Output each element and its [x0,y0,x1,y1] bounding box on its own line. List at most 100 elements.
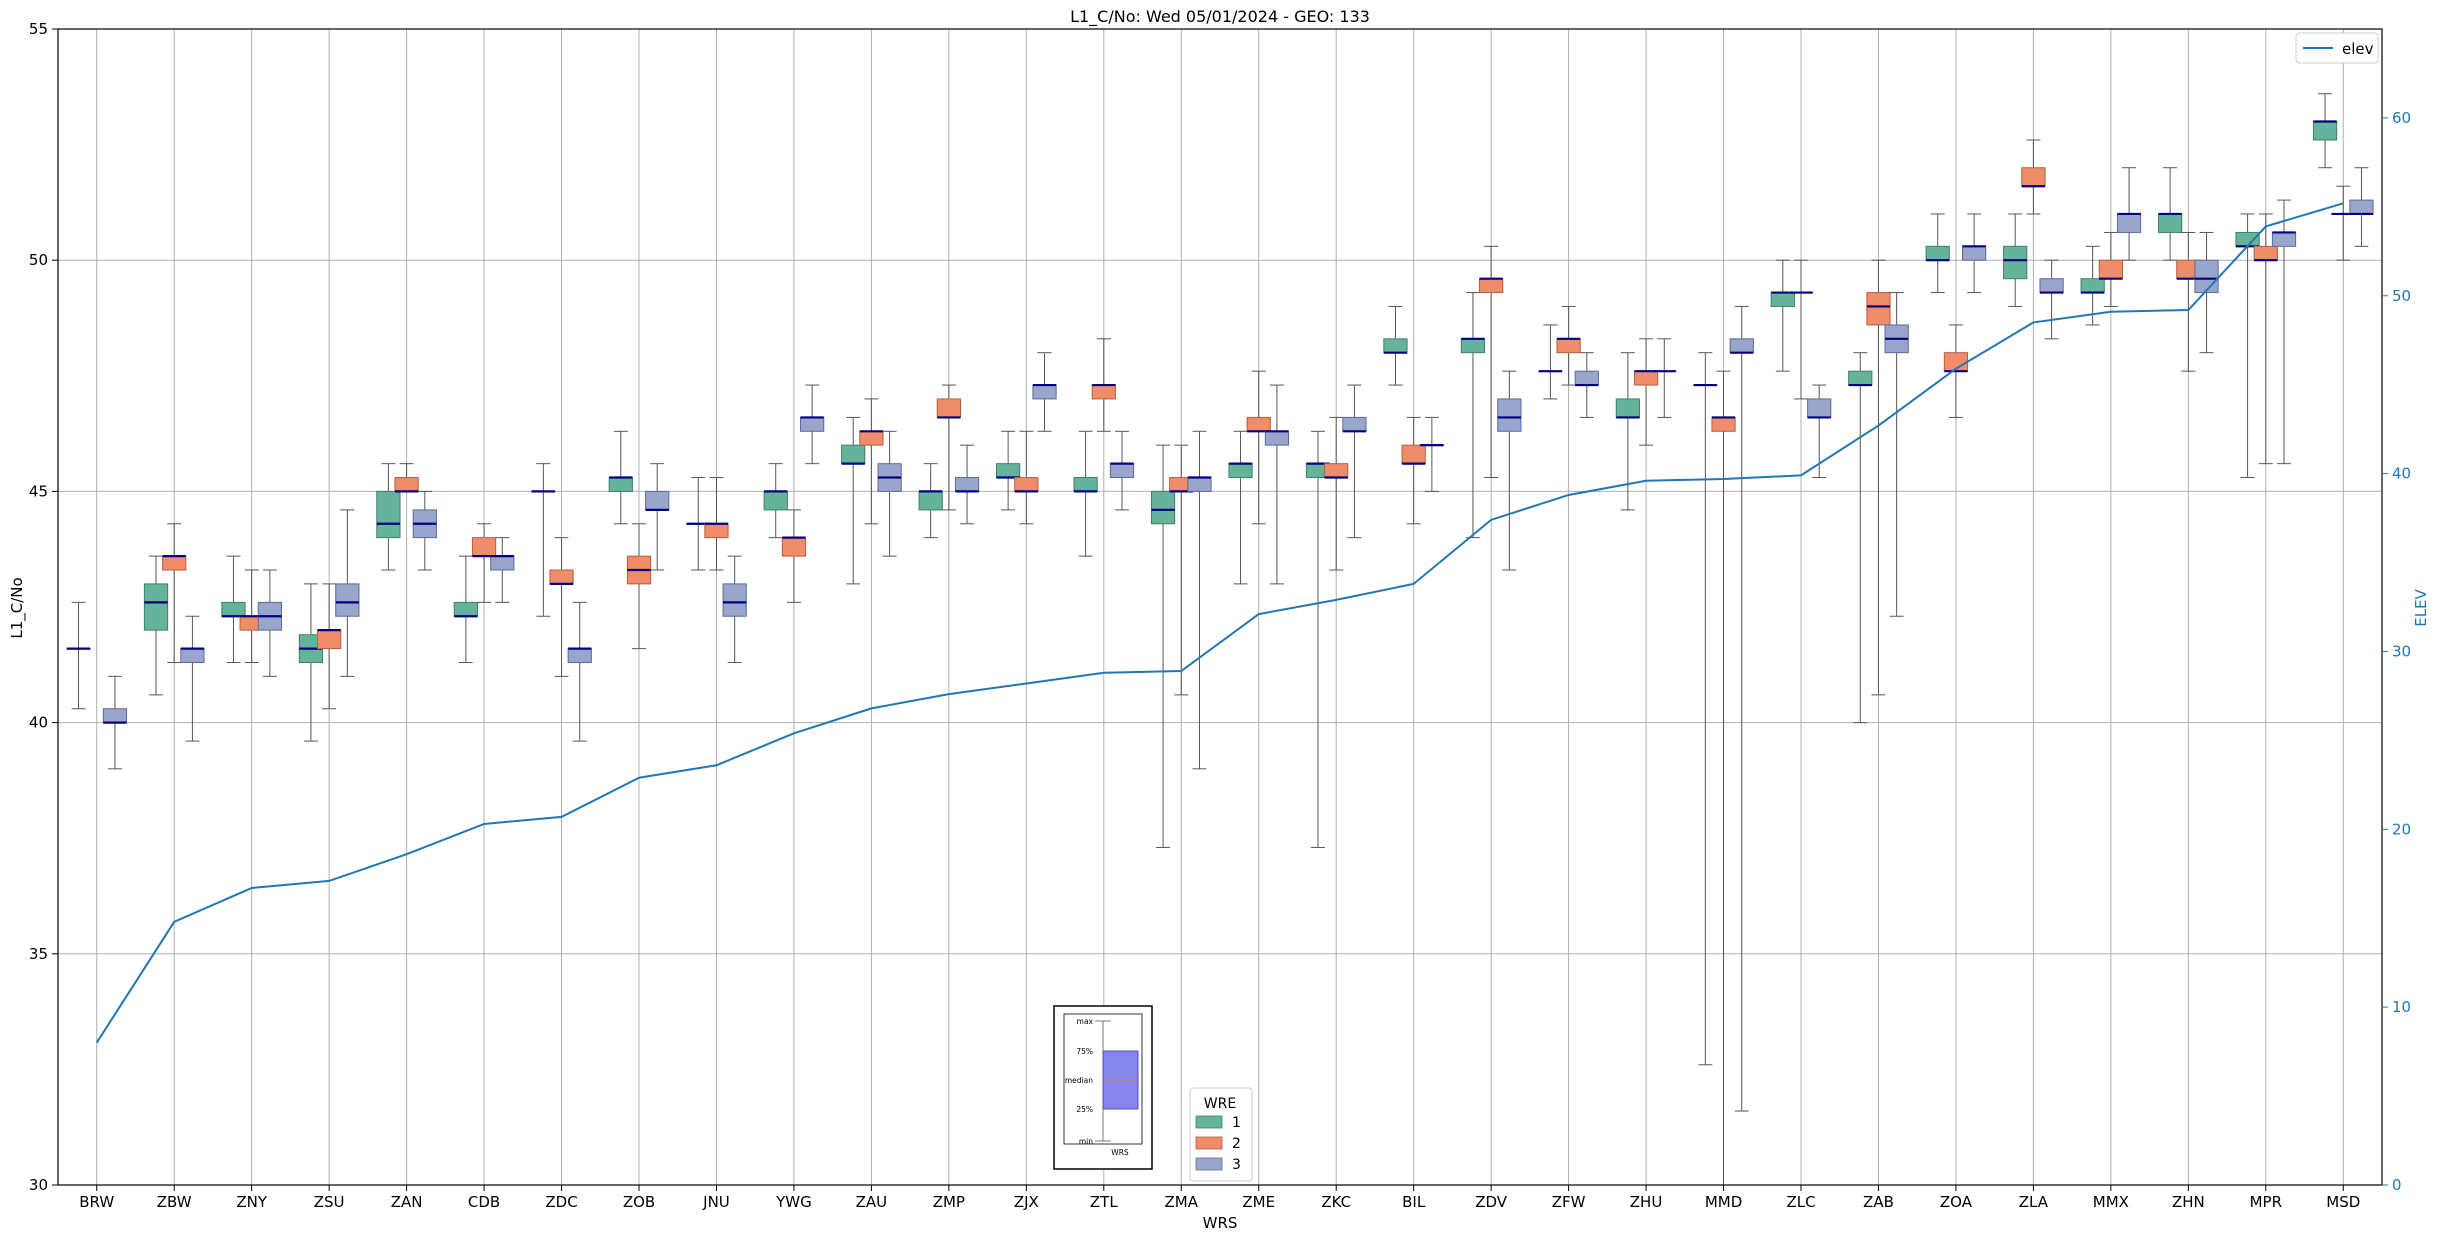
box-zla-wre1 [2003,213,2028,307]
box-ywg-wre3 [800,384,825,465]
box-body [1962,245,1987,261]
box-body [1342,416,1367,432]
box-zdc-wre3 [567,601,592,742]
x-tick-label-zau: ZAU [856,1193,888,1211]
box-zan-wre2 [394,463,419,493]
box-zan-wre1 [376,463,401,571]
box-zdv-wre1 [1460,292,1486,539]
box-body [1848,370,1873,386]
box-zbw-wre1 [143,555,169,696]
y2-tick-label: 10 [2392,998,2411,1016]
box-body [1615,398,1640,418]
box-zob-wre3 [645,463,670,571]
x-tick-label-zfw: ZFW [1552,1193,1586,1211]
box-zoa-wre1 [1925,213,1950,294]
box-body [1497,398,1522,432]
box-zlc-wre3 [1807,384,1832,479]
y-tick-label: 40 [29,714,48,732]
y-tick-label: 55 [29,20,48,38]
y-tick-label: 30 [29,1176,48,1194]
box-zfw-wre1 [1538,324,1563,400]
box-zdc-wre2 [549,537,574,677]
box-mmx-wre1 [2080,245,2105,326]
box-body [1866,292,1891,326]
box-zhu-wre1 [1615,352,1640,511]
legend-wre-label-3: 3 [1232,1157,1241,1173]
legend-elev-label: elev [2342,40,2374,58]
box-brw-wre3 [102,675,128,770]
x-tick-label-zhu: ZHU [1630,1193,1663,1211]
x-tick-label-mmx: MMX [2093,1193,2129,1211]
x-tick-label-zhn: ZHN [2172,1193,2205,1211]
line-layer [95,202,2344,1044]
box-zdv-wre3 [1497,370,1522,571]
box-msd-wre1 [2312,93,2338,169]
box-body [335,583,360,617]
box-msd-wre3 [2349,167,2374,247]
x-tick-label-zsu: ZSU [314,1193,345,1211]
x-tick-label-zlc: ZLC [1786,1193,1815,1211]
box-zoa-wre3 [1962,213,1987,294]
box-zfw-wre2 [1556,305,1581,386]
x-tick-label-ztl: ZTL [1090,1193,1118,1211]
box-body [2021,167,2046,187]
box-zhn-wre1 [2158,167,2183,261]
legend-wre-title: WRE [1204,1096,1236,1112]
box-layer [66,93,2374,1186]
box-zau-wre3 [877,430,902,557]
box-zla-wre2 [2021,139,2046,215]
x-tick-label-bil: BIL [1402,1193,1426,1211]
x-tick-label-msd: MSD [2326,1193,2360,1211]
box-zla-wre3 [2039,259,2064,340]
x-tick-label-zdv: ZDV [1475,1193,1508,1211]
box-body [2271,231,2297,247]
box-bil-wre1 [1383,305,1408,386]
legend-wre-swatch-3 [1195,1157,1223,1171]
x-tick-label-zbw: ZBW [157,1193,192,1211]
x-tick-label-zdc: ZDC [545,1193,577,1211]
box-zab-wre1 [1848,352,1873,724]
x-tick-label-jnu: JNU [702,1193,730,1211]
box-zan-wre3 [412,490,437,571]
box-body [162,555,187,571]
inset-label-q3: 75% [1076,1047,1093,1056]
box-body [763,490,788,511]
box-zob-wre2 [626,523,652,650]
box-body [2116,213,2142,233]
box-ztl-wre2 [1091,338,1116,432]
box-body [1770,292,1795,307]
box-body [2039,278,2064,294]
box-body [2349,199,2374,215]
y-tick-label: 45 [29,482,48,500]
box-zmp-wre3 [954,444,980,525]
box-zhu-wre2 [1633,338,1659,446]
legend-wre: WRE 1 2 3 [1189,1087,1253,1182]
y-tick-label: 50 [29,251,48,269]
box-body [2235,231,2260,247]
box-body [1246,416,1271,432]
box-bil-wre3 [1419,416,1444,492]
box-zbw-wre2 [162,523,187,663]
box-zkc-wre3 [1342,384,1367,539]
inset-xlabel: WRS [1111,1148,1129,1157]
box-mmx-wre3 [2116,167,2142,261]
box-zma-wre1 [1150,444,1176,848]
box-zkc-wre1 [1305,430,1331,848]
x-tick-label-cdb: CDB [468,1193,500,1211]
box-zma-wre2 [1169,444,1194,696]
y2-tick-label: 20 [2392,820,2411,838]
box-body [781,537,807,557]
x-tick-label-zan: ZAN [391,1193,423,1211]
x-tick-label-zab: ZAB [1863,1193,1894,1211]
x-tick-label-zjx: ZJX [1014,1193,1039,1211]
box-body [180,648,205,663]
box-body [704,523,729,539]
box-mpr-wre3 [2271,199,2297,465]
box-body [1460,338,1486,354]
box-jnu-wre2 [704,477,729,571]
box-body [1324,463,1349,479]
inset-label-min: min [1079,1137,1093,1146]
inset-label-median: median [1065,1076,1093,1085]
x-tick-label-zkc: ZKC [1321,1193,1351,1211]
box-zsu-wre3 [335,509,360,677]
